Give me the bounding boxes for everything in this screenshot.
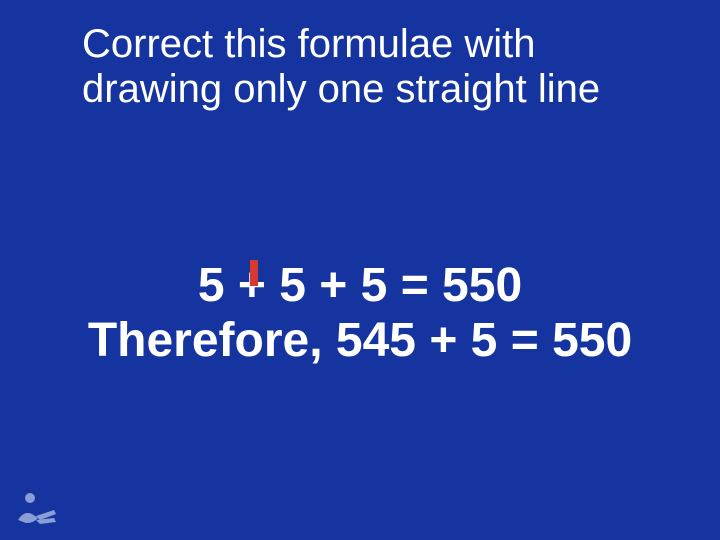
question-text: Correct this formulae with drawing only …	[82, 22, 642, 112]
formula-text-1: 5 + 5 + 5 = 550	[198, 259, 522, 312]
drawn-stroke	[250, 260, 258, 286]
answer-block: 5 + 5 + 5 = 550 Therefore, 545 + 5 = 550	[0, 258, 720, 368]
reader-figure-icon	[14, 490, 58, 526]
formula-line-1: 5 + 5 + 5 = 550	[198, 258, 522, 313]
formula-line-2: Therefore, 545 + 5 = 550	[0, 313, 720, 368]
